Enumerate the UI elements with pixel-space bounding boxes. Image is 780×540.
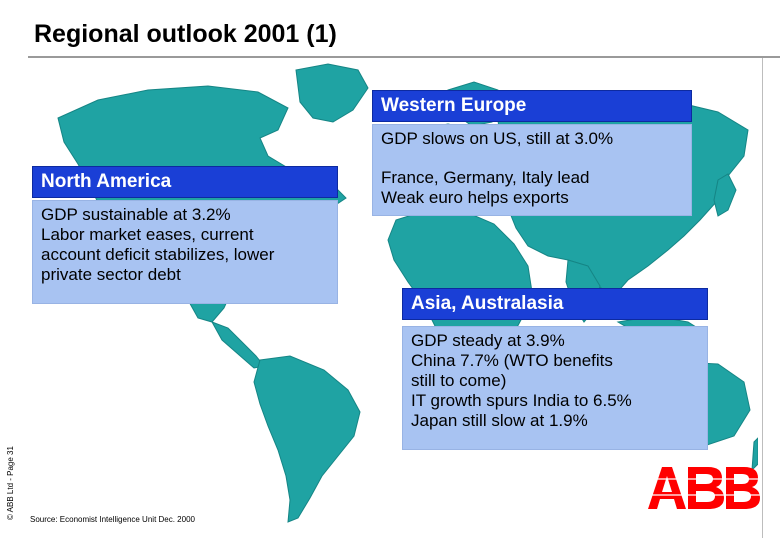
western-europe-line: France, Germany, Italy lead — [381, 168, 590, 187]
slide-title: Regional outlook 2001 (1) — [34, 20, 337, 48]
asia-line: IT growth spurs India to 6.5% — [411, 391, 632, 410]
north-america-line: Labor market eases, current — [41, 225, 254, 244]
right-divider — [762, 58, 763, 538]
asia-line: Japan still slow at 1.9% — [411, 411, 588, 430]
title-divider — [28, 56, 780, 58]
asia-line: GDP steady at 3.9% — [411, 331, 565, 350]
abb-logo — [646, 467, 760, 509]
japan-shape — [713, 173, 737, 217]
western-europe-heading: Western Europe — [372, 90, 692, 122]
western-europe-line: GDP slows on US, still at 3.0% — [381, 129, 614, 148]
north-america-line: private sector debt — [41, 265, 181, 284]
asia-line: China 7.7% (WTO benefits — [411, 351, 613, 370]
greenland-shape — [295, 63, 369, 123]
north-america-box: GDP sustainable at 3.2% Labor market eas… — [32, 200, 338, 304]
north-america-line: account deficit stabilizes, lower — [41, 245, 275, 264]
new-zealand-shape — [751, 437, 758, 472]
asia-australasia-heading: Asia, Australasia — [402, 288, 708, 320]
asia-australasia-box: GDP steady at 3.9% China 7.7% (WTO benef… — [402, 326, 708, 450]
western-europe-line: Weak euro helps exports — [381, 188, 569, 207]
north-america-heading: North America — [32, 166, 338, 198]
central-america-shape — [210, 321, 265, 369]
source-note: Source: Economist Intelligence Unit Dec.… — [30, 515, 195, 524]
copyright-note: © ABB Ltd - Page 31 — [6, 446, 15, 520]
south-america-shape — [253, 355, 361, 523]
north-america-line: GDP sustainable at 3.2% — [41, 205, 231, 224]
asia-line: still to come) — [411, 371, 507, 390]
western-europe-box: GDP slows on US, still at 3.0% France, G… — [372, 124, 692, 216]
